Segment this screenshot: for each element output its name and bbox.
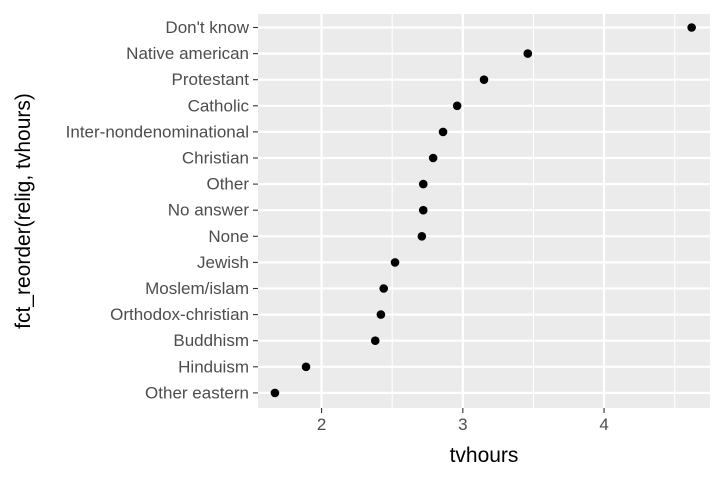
data-point xyxy=(418,205,428,215)
y-tick-label: Don't know xyxy=(165,18,249,37)
data-point xyxy=(479,75,489,84)
x-tick-label: 2 xyxy=(317,415,326,434)
y-tick-label: Inter-nondenominational xyxy=(66,122,249,141)
data-point xyxy=(301,362,311,372)
data-point xyxy=(438,127,448,137)
y-tick-label: No answer xyxy=(168,201,250,220)
y-tick-label: Native american xyxy=(126,44,249,63)
data-point xyxy=(687,23,696,32)
data-point xyxy=(452,101,462,111)
major-gridlines xyxy=(258,14,710,408)
x-tick-label: 4 xyxy=(599,415,608,434)
data-point xyxy=(370,336,380,346)
data-point xyxy=(376,310,386,319)
y-tick-label: Christian xyxy=(182,149,249,168)
data-point xyxy=(523,49,533,58)
data-points xyxy=(270,23,696,398)
y-tick-label: Orthodox-christian xyxy=(110,305,249,324)
x-tick-label: 3 xyxy=(458,415,467,434)
y-axis-title: fct_reorder(relig, tvhours) xyxy=(12,93,35,329)
y-axis: Don't know Native american Protestant Catho… xyxy=(66,18,258,402)
y-tick-label: Catholic xyxy=(188,96,250,115)
x-axis: 2 3 4 xyxy=(317,408,609,434)
data-point xyxy=(428,153,438,163)
data-point xyxy=(390,258,400,267)
y-tick-label: None xyxy=(208,227,249,246)
data-point xyxy=(379,284,389,293)
y-tick-label: Other eastern xyxy=(145,383,249,402)
x-axis-title: tvhours xyxy=(450,444,519,467)
data-point xyxy=(270,388,280,398)
y-tick-label: Moslem/islam xyxy=(145,279,249,298)
data-point xyxy=(417,232,427,241)
y-tick-label: Protestant xyxy=(172,70,250,89)
data-point xyxy=(418,179,428,189)
y-tick-label: Buddhism xyxy=(173,331,249,350)
y-tick-label: Jewish xyxy=(197,253,249,272)
y-tick-label: Hinduism xyxy=(178,357,249,376)
y-tick-label: Other xyxy=(206,175,249,194)
